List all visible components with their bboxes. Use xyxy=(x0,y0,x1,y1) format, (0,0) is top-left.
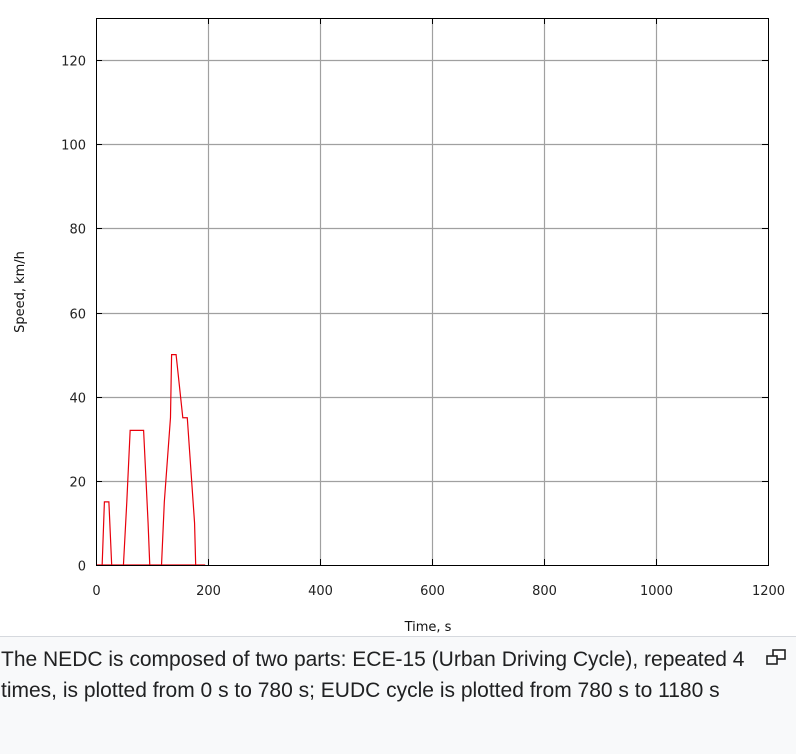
x-tick-label: 800 xyxy=(532,584,557,599)
y-tick-label: 80 xyxy=(69,223,86,238)
caption-text: The NEDC is composed of two parts: ECE-1… xyxy=(1,648,745,702)
tick-labels: 0 200 400 600 800 1000 1200 0 20 40 60 80 100 120 xyxy=(61,55,785,600)
y-tick-label: 0 xyxy=(78,560,86,575)
x-tick-label: 0 xyxy=(92,584,100,599)
y-tick-label: 100 xyxy=(61,139,86,154)
plot-frame xyxy=(96,18,769,566)
x-tick-label: 1200 xyxy=(752,584,785,599)
y-tick-label: 20 xyxy=(69,476,86,491)
x-tick-label: 200 xyxy=(196,584,221,599)
grid-lines xyxy=(96,18,768,565)
x-tick-label: 400 xyxy=(308,584,333,599)
y-axis-label: Speed, km/h xyxy=(13,251,28,333)
y-tick-label: 60 xyxy=(69,308,86,323)
speed-series-line xyxy=(96,354,206,566)
figure-caption: The NEDC is composed of two parts: ECE-1… xyxy=(0,636,796,754)
y-tick-label: 120 xyxy=(61,55,86,70)
x-axis-label: Time, s xyxy=(404,620,452,635)
y-tick-label: 40 xyxy=(69,392,86,407)
x-tick-label: 1000 xyxy=(640,584,673,599)
enlarge-icon[interactable] xyxy=(764,647,788,667)
nedc-chart: 0 200 400 600 800 1000 1200 0 20 40 60 80 100 120 Tim… xyxy=(13,18,785,635)
series-layer xyxy=(96,354,206,566)
x-tick-label: 600 xyxy=(420,584,445,599)
